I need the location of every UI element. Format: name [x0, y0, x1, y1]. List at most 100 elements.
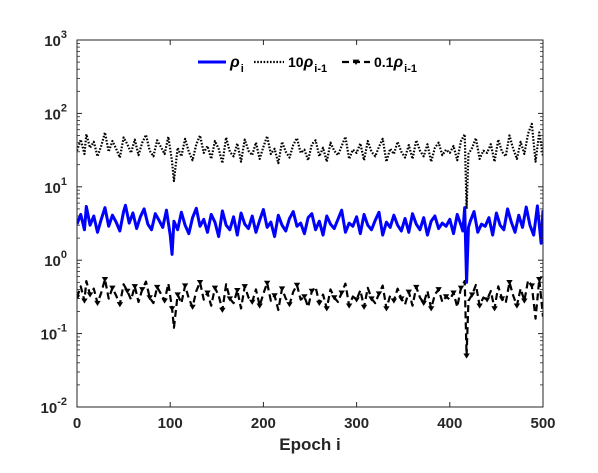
- data-point-marker: [506, 280, 513, 286]
- data-point-marker: [234, 287, 241, 294]
- data-point-marker: [77, 295, 81, 301]
- series-0: [77, 203, 543, 284]
- legend-subscript: i-1: [314, 63, 327, 75]
- data-point-marker: [491, 306, 498, 312]
- data-point-marker: [109, 285, 116, 291]
- series-2: [77, 277, 543, 359]
- legend-subscript: i: [241, 63, 244, 75]
- x-tick-label: 0: [73, 415, 81, 432]
- plot-frame: [76, 39, 544, 408]
- data-point-marker: [161, 298, 168, 304]
- data-point-marker: [521, 298, 528, 304]
- data-point-marker: [271, 293, 278, 299]
- data-point-marker: [168, 306, 176, 312]
- data-point-marker: [368, 296, 375, 302]
- legend-label: 10ρi-1: [288, 54, 327, 75]
- data-point-marker: [435, 287, 442, 293]
- y-tick-exponent: 2: [61, 102, 67, 114]
- data-point-marker: [323, 306, 330, 312]
- data-point-marker: [241, 284, 248, 290]
- data-point-marker: [498, 296, 506, 302]
- series-1: [77, 122, 543, 210]
- data-point-marker: [360, 304, 368, 310]
- legend-prefix: 10: [288, 54, 304, 70]
- legend-entry-0: ρi: [198, 54, 244, 75]
- series-line: [77, 278, 543, 357]
- data-point-marker: [338, 290, 345, 296]
- x-tick-label: 200: [251, 415, 276, 432]
- y-tick-base: 10: [44, 33, 61, 50]
- data-point-marker: [116, 302, 124, 308]
- data-point-marker: [153, 284, 161, 290]
- data-point-marker: [483, 297, 491, 303]
- data-point-marker: [405, 289, 412, 295]
- legend-marker: [352, 59, 360, 66]
- data-point-marker: [226, 296, 234, 302]
- data-point-marker: [442, 294, 450, 300]
- data-point-marker: [390, 298, 398, 304]
- data-point-marker: [86, 292, 94, 298]
- data-point-marker: [353, 297, 360, 303]
- y-tick-exponent: 3: [61, 29, 67, 41]
- data-point-marker: [513, 303, 521, 309]
- legend-label: ρi: [229, 54, 244, 75]
- data-point-marker: [278, 286, 286, 292]
- legend-symbol: ρ: [229, 54, 240, 71]
- data-point-marker: [101, 277, 109, 283]
- legend-symbol: ρ: [392, 54, 403, 71]
- data-point-marker: [528, 283, 536, 289]
- y-tick-label: 10-2: [41, 396, 67, 417]
- y-tick-exponent: 0: [61, 249, 67, 261]
- x-tick-label: 100: [158, 415, 183, 432]
- data-point-marker: [196, 280, 204, 286]
- y-tick-exponent: -2: [57, 396, 67, 408]
- data-point-marker: [375, 291, 383, 297]
- data-point-marker: [383, 306, 390, 312]
- y-tick-label: 100: [44, 249, 67, 270]
- y-tick-base: 10: [41, 327, 58, 344]
- data-point-marker: [536, 277, 543, 283]
- x-tick-label: 300: [344, 415, 369, 432]
- data-point-marker: [81, 298, 88, 304]
- data-point-marker: [256, 303, 263, 309]
- x-axis-title: Epoch i: [279, 435, 340, 454]
- legend-entry-1: 10ρi-1: [254, 54, 327, 75]
- x-tick-label: 400: [437, 415, 462, 432]
- legend-prefix: 0.1: [374, 54, 394, 70]
- data-point-marker: [457, 285, 465, 291]
- series-line: [77, 122, 543, 210]
- data-point-marker: [181, 283, 189, 289]
- data-point-marker: [468, 292, 476, 298]
- legend-subscript: i-1: [404, 63, 417, 75]
- data-point-marker: [293, 282, 301, 288]
- data-point-marker: [249, 299, 256, 305]
- y-tick-label: 102: [44, 102, 67, 123]
- data-point-marker: [174, 292, 181, 298]
- data-point-marker: [450, 290, 457, 296]
- y-tick-base: 10: [41, 400, 58, 417]
- data-point-marker: [316, 300, 323, 307]
- data-point-marker: [94, 300, 101, 307]
- data-point-marker: [413, 284, 420, 290]
- data-point-marker: [398, 296, 405, 302]
- legend-label: 0.1ρi-1: [374, 54, 417, 75]
- data-point-marker: [131, 284, 138, 290]
- x-tick-label: 500: [530, 415, 555, 432]
- data-point-marker: [301, 294, 308, 300]
- y-tick-base: 10: [44, 253, 61, 270]
- y-tick-base: 10: [44, 180, 61, 197]
- data-point-marker: [189, 304, 196, 310]
- data-point-marker: [308, 288, 316, 294]
- data-point-marker: [286, 302, 293, 308]
- data-point-marker: [124, 288, 131, 294]
- data-point-marker: [331, 295, 338, 301]
- data-point-marker: [139, 287, 146, 293]
- data-point-marker: [463, 353, 470, 359]
- data-point-marker: [345, 303, 353, 309]
- data-point-marker: [146, 295, 153, 301]
- series-line: [77, 203, 543, 284]
- data-point-marker: [476, 303, 483, 309]
